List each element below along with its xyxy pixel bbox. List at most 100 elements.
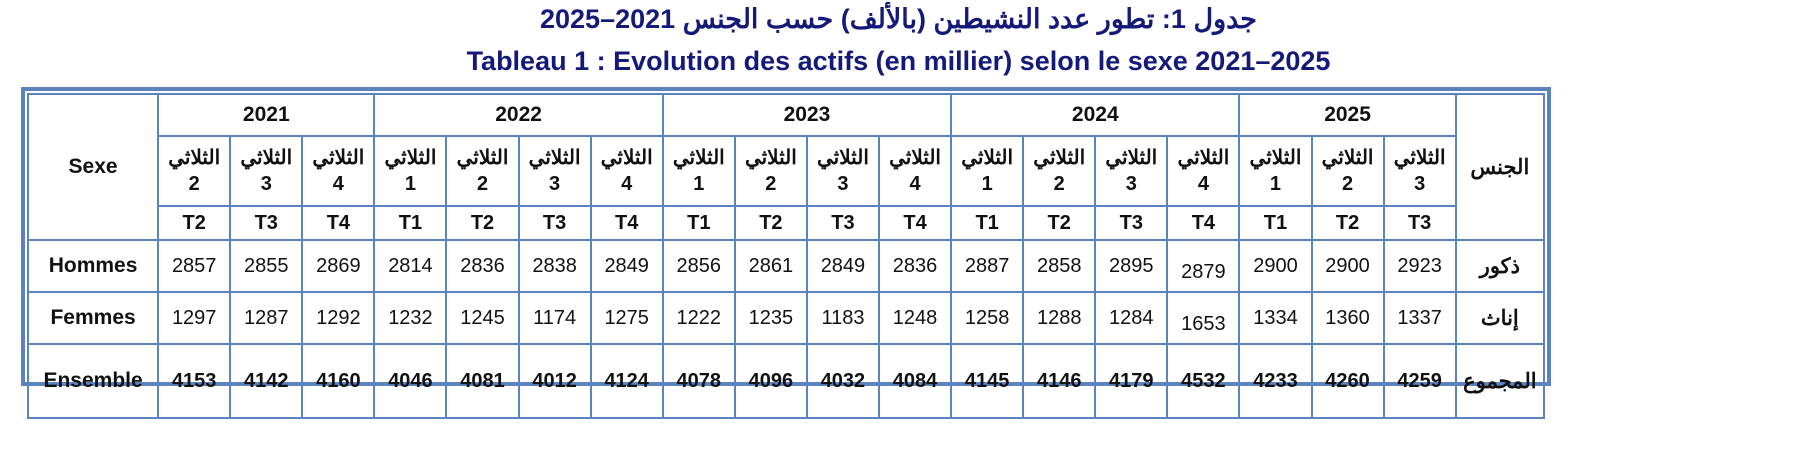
quarter-word: الثلاثي (672, 147, 725, 169)
quarter-number: 3 (1125, 173, 1137, 195)
quarter-number: 2 (476, 173, 489, 195)
table-cell: 2855 (229, 239, 304, 293)
quarter-number: 3 (549, 173, 561, 195)
table-cell: 4046 (373, 343, 448, 419)
quarter-word: الثلاثي (1321, 147, 1374, 169)
year-header: 2023 (661, 93, 953, 137)
table-cell: 1275 (589, 291, 664, 345)
quarter-number: 3 (1414, 173, 1426, 195)
quarter-code: T1 (1238, 205, 1313, 241)
quarter-header: الثلاثي 4 (877, 135, 953, 207)
quarter-code: T1 (950, 205, 1025, 241)
quarter-number: 1 (981, 173, 993, 195)
quarter-header: الثلاثي 2 (1022, 135, 1097, 207)
quarter-number: 2 (188, 173, 200, 195)
sexe-header-ar: الجنس (1454, 93, 1546, 241)
table-cell: 2879 (1166, 239, 1241, 293)
quarter-header: الثلاثي 3 (805, 135, 880, 207)
table-cell: 2895 (1094, 239, 1169, 293)
quarter-header: الثلاثي 2 (157, 135, 232, 207)
table-cell: 2861 (733, 239, 808, 293)
table-cell: 2836 (445, 239, 520, 293)
quarter-word: الثلاثي (384, 147, 437, 169)
quarter-header: الثلاثي 3 (1094, 135, 1169, 207)
quarter-number: 1 (1269, 173, 1282, 195)
quarter-code: T2 (1310, 205, 1385, 241)
table-cell: 1292 (301, 291, 376, 345)
table-cell: 1248 (877, 291, 953, 345)
table-cell: 1235 (733, 291, 808, 345)
table-cell: 1337 (1382, 291, 1457, 345)
quarter-code: T3 (1382, 205, 1457, 241)
table-cell: 2858 (1022, 239, 1097, 293)
quarter-header: الثلاثي 4 (301, 135, 376, 207)
quarter-number: 4 (909, 173, 921, 195)
row-label-fr: Femmes (26, 291, 160, 345)
quarter-header: الثلاثي 4 (589, 135, 664, 207)
table-cell: 2923 (1382, 239, 1457, 293)
data-table: Sexe 2021 2022 2023 2024 2025 الجنس الثلاثي 2 الث… (26, 93, 1546, 419)
row-label-fr: Ensemble (26, 343, 160, 419)
table-cell: 4146 (1022, 343, 1097, 419)
quarter-header: الثلاثي 2 (1310, 135, 1385, 207)
row-label-ar: المجموع (1454, 343, 1546, 419)
title-french: Tableau 1 : Evolution des actifs (en mil… (466, 46, 1331, 76)
table-cell: 1222 (661, 291, 736, 345)
year-header: 2025 (1238, 93, 1457, 137)
table-cell: 2849 (805, 239, 880, 293)
quarter-code: T1 (373, 205, 448, 241)
table-cell: 4142 (229, 343, 304, 419)
sexe-label: Sexe (68, 155, 118, 178)
table-cell: 2836 (877, 239, 953, 293)
quarter-code: T1 (661, 205, 736, 241)
table-cell: 2900 (1310, 239, 1385, 293)
table-cell: 2887 (950, 239, 1025, 293)
quarter-word: الثلاثي (961, 147, 1014, 169)
quarter-header: الثلاثي 1 (373, 135, 448, 207)
quarter-number: 1 (693, 173, 705, 195)
table-cell: 4532 (1166, 343, 1241, 419)
quarter-word: الثلاثي (1033, 147, 1086, 169)
table-cell: 4260 (1310, 343, 1385, 419)
quarter-code: T4 (301, 205, 376, 241)
table-row: Hommes 2857 2855 2869 2814 2836 2838 2849 2856 28… (26, 239, 1546, 293)
quarter-header: الثلاثي 2 (445, 135, 520, 207)
quarter-word: الثلاثي (528, 147, 581, 169)
quarter-header: الثلاثي 1 (661, 135, 736, 207)
quarter-header-row: الثلاثي 2 الثلاثي 3 الثلاثي 4 الثلاثي 1 الثلاثي 2… (28, 135, 1544, 207)
quarter-code: T3 (1094, 205, 1169, 241)
table-row: Femmes 1297 1287 1292 1232 1245 1174 1275 1222 12… (26, 291, 1546, 345)
quarter-word: الثلاثي (817, 147, 869, 169)
year-header: 2022 (373, 93, 664, 137)
quarter-word: الثلاثي (456, 147, 509, 169)
quarter-code-row: T2 T3 T4 T1 T2 T3 T4 T1 T2 T3 T4 T1 T2 T3 T4 T1 T2 T3 (28, 205, 1544, 241)
table-cell: 2814 (373, 239, 448, 293)
table-cell: 1284 (1094, 291, 1169, 345)
quarter-word: الثلاثي (1105, 147, 1158, 169)
quarter-number: 3 (837, 173, 849, 195)
table-cell: 2900 (1238, 239, 1313, 293)
quarter-word: الثلاثي (744, 147, 797, 169)
quarter-header: الثلاثي 1 (1238, 135, 1313, 207)
quarter-code: T2 (157, 205, 232, 241)
quarter-word: الثلاثي (1177, 147, 1230, 169)
table-row: Ensemble 4153 4142 4160 4046 4081 4012 4124 4078… (26, 343, 1546, 419)
quarter-header: الثلاثي 4 (1166, 135, 1241, 207)
table-cell: 4233 (1238, 343, 1313, 419)
table-cell: 4160 (301, 343, 376, 419)
table-cell: 1288 (1022, 291, 1097, 345)
quarter-header: الثلاثي 2 (733, 135, 808, 207)
quarter-number: 3 (260, 173, 272, 195)
year-header: 2024 (950, 93, 1241, 137)
table-cell: 1232 (373, 291, 448, 345)
quarter-header: الثلاثي 1 (950, 135, 1025, 207)
quarter-code: T3 (805, 205, 880, 241)
quarter-code: T2 (1022, 205, 1097, 241)
table-cell: 2857 (157, 239, 232, 293)
quarter-word: الثلاثي (240, 147, 293, 169)
quarter-word: الثلاثي (600, 147, 653, 169)
table-cell: 2856 (661, 239, 736, 293)
table-cell: 1287 (229, 291, 304, 345)
table-cell: 1334 (1238, 291, 1313, 345)
table-cell: 1360 (1310, 291, 1385, 345)
